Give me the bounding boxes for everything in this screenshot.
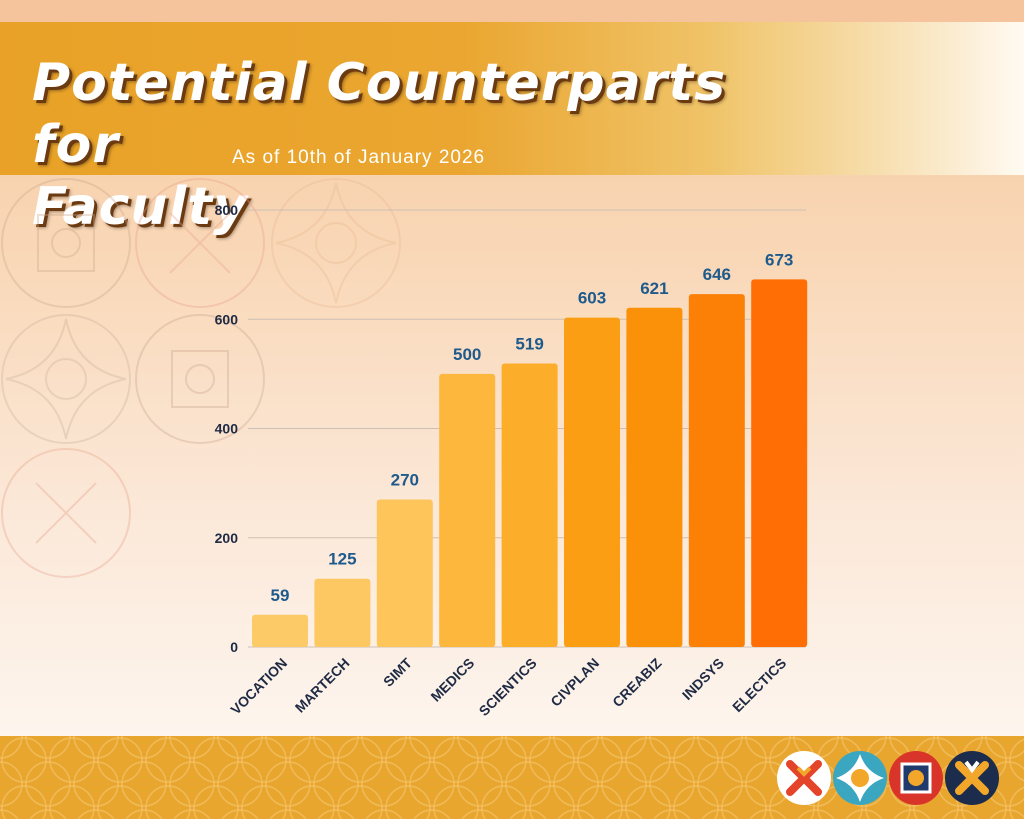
category-label: MARTECH	[292, 655, 353, 716]
value-label: 621	[640, 279, 668, 298]
category-label: SIMT	[380, 654, 415, 689]
y-tick-label: 800	[215, 202, 239, 218]
category-label: CREABIZ	[609, 655, 665, 711]
y-tick-label: 200	[215, 530, 239, 546]
category-label: ELECTICS	[729, 655, 789, 715]
value-label: 125	[328, 550, 356, 569]
top-strip	[0, 0, 1024, 22]
decorative-pattern	[1, 178, 401, 578]
value-label: 519	[515, 334, 543, 353]
bar-electics	[751, 279, 808, 647]
value-label: 270	[391, 471, 419, 490]
category-label: MEDICS	[428, 655, 478, 705]
title-line-1: Potential Counterparts for	[32, 53, 727, 175]
y-axis-ticks: 0 200 400 600 800	[215, 202, 239, 655]
title-banner: Potential Counterparts for Faculty As of…	[0, 22, 1024, 237]
bars	[252, 279, 808, 647]
category-label: INDSYS	[679, 655, 727, 703]
value-label: 59	[271, 586, 290, 605]
bar-creabiz	[626, 307, 683, 647]
category-label: SCIENTICS	[476, 655, 540, 719]
category-label: VOCATION	[227, 655, 290, 718]
bar-medics	[439, 373, 496, 647]
bar-civplan	[564, 317, 620, 647]
y-tick-label: 0	[230, 639, 238, 655]
gear-logo-red	[889, 751, 943, 805]
value-label: 603	[578, 289, 606, 308]
value-label: 500	[453, 345, 481, 364]
bar-simt	[376, 499, 433, 647]
value-label: 646	[703, 265, 731, 284]
y-tick-label: 400	[215, 421, 239, 437]
bar-vocation	[252, 614, 308, 647]
logo-group	[776, 750, 1000, 806]
category-label: CIVPLAN	[547, 655, 602, 710]
title-line-2: Faculty	[32, 177, 249, 237]
bar-indsys	[688, 294, 745, 647]
bar-scientics	[501, 363, 558, 647]
footer-band	[0, 736, 1024, 819]
bar-martech	[314, 578, 371, 647]
value-label: 673	[765, 250, 793, 269]
value-labels: 59 125 270 500 519 603 621 646 673	[271, 250, 794, 604]
chart-title: Potential Counterparts for Faculty	[32, 52, 732, 238]
chart-subtitle: As of 10th of January 2026	[232, 147, 486, 168]
x-logo-white-red	[777, 751, 831, 805]
y-tick-label: 600	[215, 311, 239, 327]
x-logo-navy	[945, 751, 999, 805]
diamond-logo-teal	[833, 751, 887, 805]
